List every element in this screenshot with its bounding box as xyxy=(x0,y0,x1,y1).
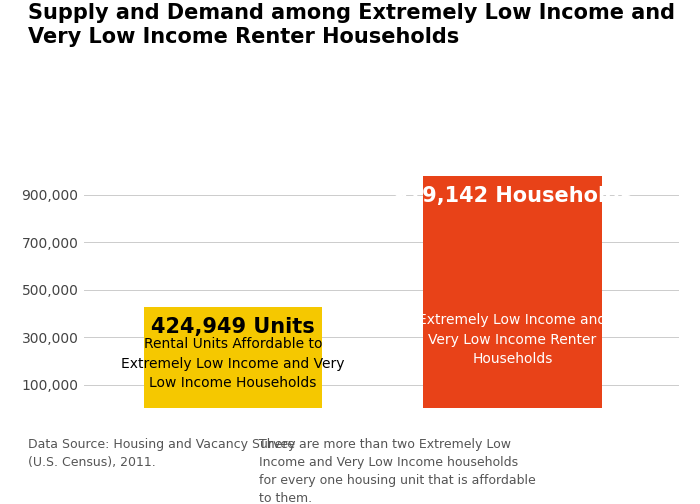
Text: Supply and Demand among Extremely Low Income and
Very Low Income Renter Househol: Supply and Demand among Extremely Low In… xyxy=(28,3,675,46)
Text: There are more than two Extremely Low
Income and Very Low Income households
for : There are more than two Extremely Low In… xyxy=(259,438,536,504)
Text: 424,949 Units: 424,949 Units xyxy=(151,317,314,337)
Bar xyxy=(144,307,322,408)
Text: 979,142 Households: 979,142 Households xyxy=(393,185,632,206)
Text: Extremely Low Income and
Very Low Income Renter
Households: Extremely Low Income and Very Low Income… xyxy=(419,313,606,366)
Text: Rental Units Affordable to
Extremely Low Income and Very
Low Income Households: Rental Units Affordable to Extremely Low… xyxy=(121,337,344,390)
Bar xyxy=(423,176,601,408)
Text: Data Source: Housing and Vacancy Survey
(U.S. Census), 2011.: Data Source: Housing and Vacancy Survey … xyxy=(28,438,295,470)
